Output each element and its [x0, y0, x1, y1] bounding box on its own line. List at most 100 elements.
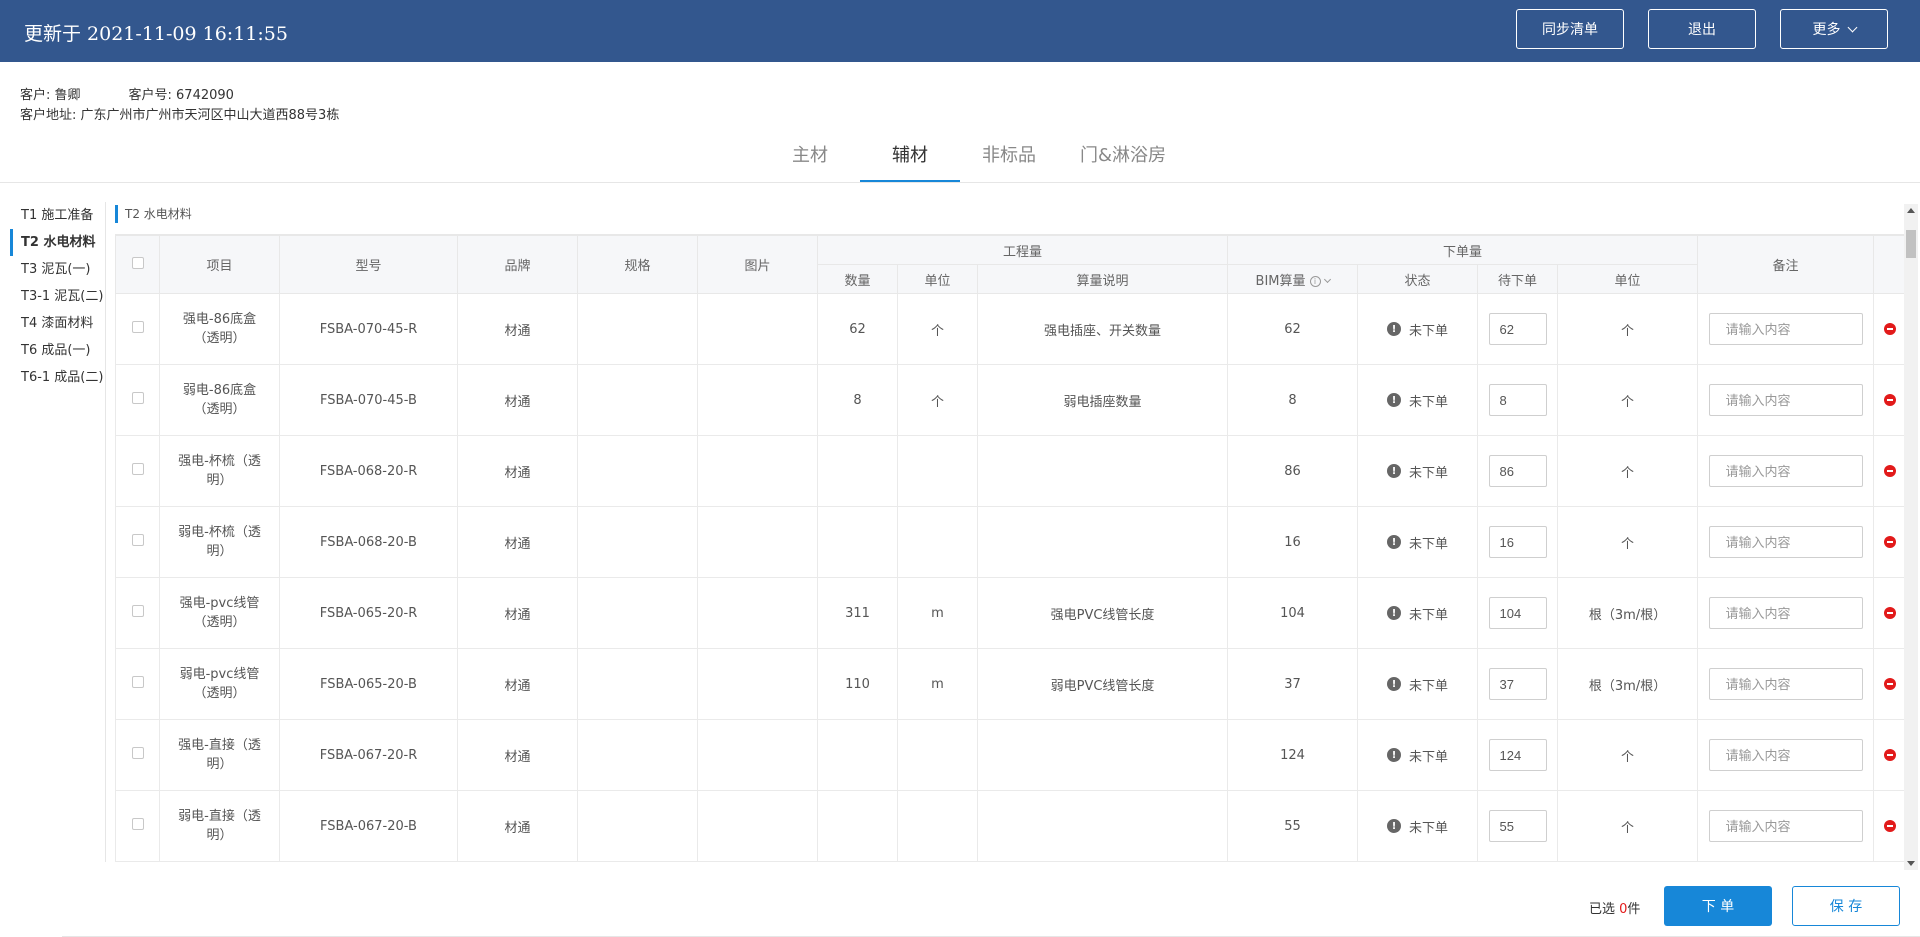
row-qty — [817, 719, 898, 791]
vertical-scrollbar[interactable] — [1904, 204, 1918, 870]
remark-input[interactable] — [1708, 597, 1863, 629]
tab-non-standard[interactable]: 非标品 — [982, 145, 1036, 166]
row-image — [697, 790, 818, 862]
pending-quantity-input[interactable] — [1488, 384, 1547, 416]
sidebar-item-t4[interactable]: T4 漆面材料 — [21, 316, 94, 331]
select-all-checkbox[interactable] — [131, 256, 144, 269]
row-order-unit: 个 — [1557, 790, 1699, 862]
row-action-cell — [1873, 506, 1905, 578]
row-calc-desc: 强电插座、开关数量 — [976, 293, 1229, 365]
remove-icon[interactable] — [1883, 678, 1896, 690]
more-button[interactable]: 更多 — [1780, 9, 1888, 49]
row-status-cell: ! 未下单 — [1357, 577, 1479, 649]
pending-quantity-input[interactable] — [1488, 597, 1547, 629]
row-unit — [897, 719, 978, 791]
chevron-down-icon[interactable] — [1323, 275, 1331, 283]
pending-quantity-input[interactable] — [1488, 810, 1547, 842]
row-status-cell: ! 未下单 — [1357, 435, 1479, 507]
tab-auxiliary-material[interactable]: 辅材 — [860, 141, 960, 182]
sidebar-item-t1[interactable]: T1 施工准备 — [21, 208, 94, 223]
row-spec — [577, 364, 698, 436]
row-order-unit: 个 — [1557, 506, 1699, 578]
row-checkbox[interactable] — [131, 676, 144, 688]
row-brand: 材通 — [457, 790, 578, 862]
col-model: 型号 — [279, 235, 458, 294]
pending-quantity-input[interactable] — [1488, 739, 1547, 771]
tab-main-material[interactable]: 主材 — [792, 145, 828, 166]
page-title: 更新于 2021-11-09 16:11:55 — [24, 23, 288, 45]
pending-quantity-input[interactable] — [1488, 526, 1547, 558]
pending-quantity-input[interactable] — [1488, 668, 1547, 700]
pending-quantity-input[interactable] — [1488, 455, 1547, 487]
top-header: 更新于 2021-11-09 16:11:55 同步清单 退出 更多 — [0, 0, 1920, 62]
row-checkbox[interactable] — [131, 605, 144, 617]
sidebar-item-t3-1[interactable]: T3-1 泥瓦(二) — [21, 289, 104, 304]
tab-door-shower[interactable]: 门&淋浴房 — [1080, 145, 1167, 166]
chevron-down-icon — [1847, 22, 1857, 32]
row-checkbox[interactable] — [131, 321, 144, 333]
pending-quantity-input[interactable] — [1488, 313, 1547, 345]
col-qty: 数量 — [817, 264, 898, 294]
row-checkbox[interactable] — [131, 463, 144, 475]
status-text: 未下单 — [1409, 394, 1449, 410]
col-bim[interactable]: BIM算量 i — [1227, 264, 1359, 294]
row-checkbox[interactable] — [131, 818, 144, 830]
status-text: 未下单 — [1409, 749, 1449, 765]
row-remark-cell — [1697, 506, 1875, 578]
row-qty — [817, 790, 898, 862]
remove-icon[interactable] — [1883, 394, 1896, 406]
remark-input[interactable] — [1708, 668, 1863, 700]
remove-icon[interactable] — [1883, 536, 1896, 548]
sidebar-item-t6[interactable]: T6 成品(一) — [21, 343, 91, 358]
remove-icon[interactable] — [1883, 607, 1896, 619]
remove-icon[interactable] — [1883, 749, 1896, 761]
status-badge: ! 未下单 — [1387, 533, 1448, 552]
row-model: FSBA-067-20-B — [279, 790, 458, 862]
scroll-up-arrow-icon[interactable] — [1907, 208, 1915, 213]
remark-input[interactable] — [1708, 810, 1863, 842]
row-bim: 104 — [1227, 577, 1359, 649]
row-checkbox[interactable] — [131, 534, 144, 546]
row-qty: 110 — [817, 648, 898, 720]
save-button[interactable]: 保 存 — [1792, 886, 1900, 926]
col-action — [1873, 235, 1905, 294]
remark-input[interactable] — [1708, 313, 1863, 345]
remove-icon[interactable] — [1883, 820, 1896, 832]
remove-icon[interactable] — [1883, 323, 1896, 335]
remark-input[interactable] — [1708, 384, 1863, 416]
row-qty — [817, 506, 898, 578]
sidebar-item-t6-1[interactable]: T6-1 成品(二) — [21, 370, 104, 385]
row-spec — [577, 506, 698, 578]
table-row: 强电-pvc线管（透明） FSBA-065-20-R 材通 311 m 强电PVC线管长度… — [115, 577, 1905, 649]
scrollbar-thumb[interactable] — [1906, 230, 1916, 258]
sidebar-item-t2[interactable]: T2 水电材料 — [10, 229, 105, 256]
row-checkbox[interactable] — [131, 747, 144, 759]
row-remark-cell — [1697, 364, 1875, 436]
row-order-unit: 个 — [1557, 293, 1699, 365]
row-brand: 材通 — [457, 648, 578, 720]
row-remark-cell — [1697, 435, 1875, 507]
row-checkbox[interactable] — [131, 392, 144, 404]
remark-input[interactable] — [1708, 455, 1863, 487]
scroll-down-arrow-icon[interactable] — [1907, 861, 1915, 866]
row-pending-cell — [1477, 577, 1559, 649]
remark-input[interactable] — [1708, 739, 1863, 771]
sidebar-item-t3[interactable]: T3 泥瓦(一) — [21, 262, 91, 277]
place-order-button[interactable]: 下 单 — [1664, 886, 1772, 926]
remark-input[interactable] — [1708, 526, 1863, 558]
row-order-unit: 个 — [1557, 435, 1699, 507]
info-icon[interactable]: i — [1309, 275, 1321, 287]
row-brand: 材通 — [457, 506, 578, 578]
exit-button[interactable]: 退出 — [1648, 9, 1756, 49]
status-badge: ! 未下单 — [1387, 604, 1448, 623]
selected-suffix: 件 — [1627, 902, 1641, 917]
table-row: 弱电-杯梳（透明）FSBA-068-20-B材通 16! 未下单 个 — [115, 506, 1905, 578]
row-status-cell: ! 未下单 — [1357, 719, 1479, 791]
sync-list-button[interactable]: 同步清单 — [1516, 9, 1624, 49]
row-action-cell — [1873, 719, 1905, 791]
remove-icon[interactable] — [1883, 465, 1896, 477]
row-bim: 62 — [1227, 293, 1359, 365]
col-status: 状态 — [1357, 264, 1479, 294]
table-row: 弱电-直接（透明）FSBA-067-20-B材通 55! 未下单 个 — [115, 790, 1905, 862]
row-order-unit: 个 — [1557, 719, 1699, 791]
